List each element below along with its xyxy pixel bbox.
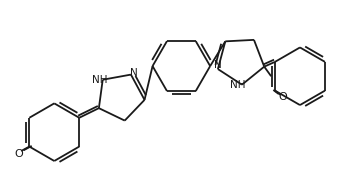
- Text: N: N: [214, 60, 222, 70]
- Text: N: N: [130, 68, 138, 78]
- Text: NH: NH: [92, 75, 107, 85]
- Text: O: O: [15, 149, 23, 159]
- Text: O: O: [278, 92, 287, 102]
- Text: NH: NH: [230, 80, 246, 90]
